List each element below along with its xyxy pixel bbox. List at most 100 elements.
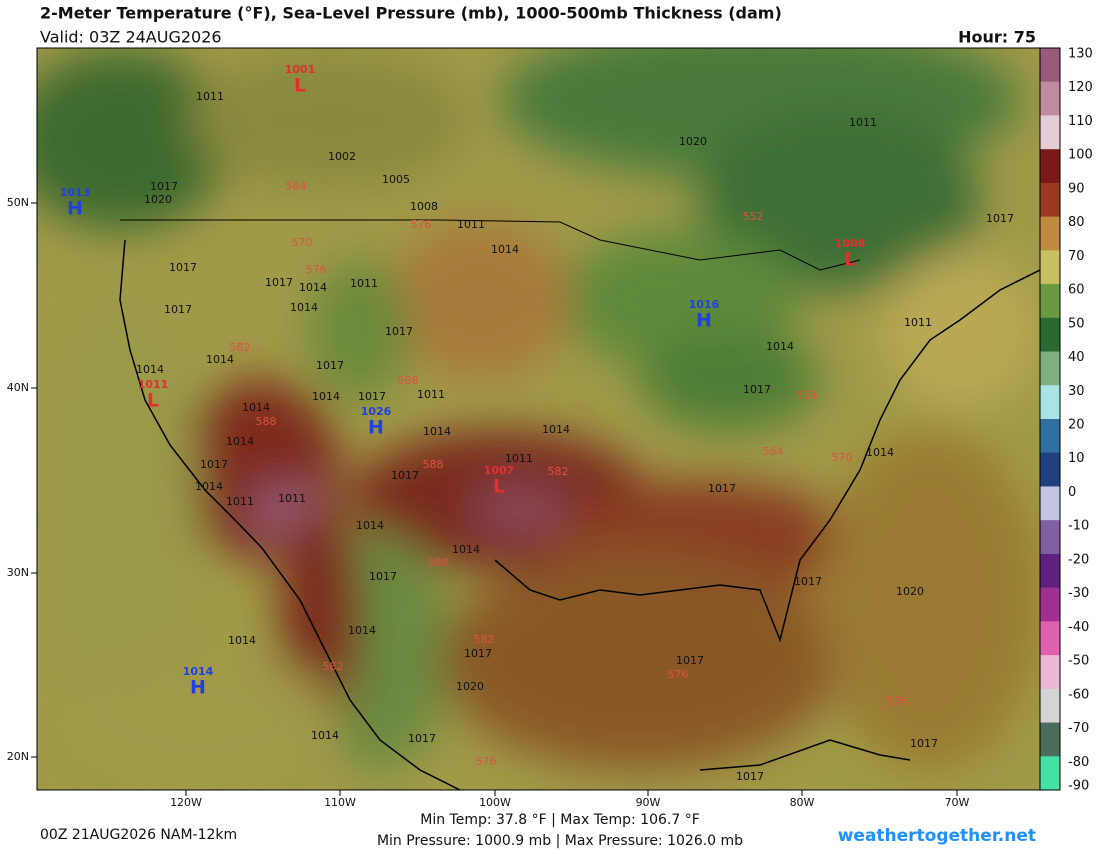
isobar-label: 1008 <box>410 200 438 213</box>
isobar-label: 1014 <box>195 480 223 493</box>
lat-label: 30N <box>7 566 29 579</box>
isobar-label: 1017 <box>708 482 736 495</box>
center-value: 1007 <box>484 464 515 477</box>
isobar-label: 1017 <box>986 212 1014 225</box>
colorbar-label: 50 <box>1068 316 1085 331</box>
colorbar-segment <box>1040 250 1060 285</box>
center-value: 1014 <box>183 665 214 678</box>
lat-label: 40N <box>7 381 29 394</box>
isobar-label: 1020 <box>679 135 707 148</box>
isobar-label: 1014 <box>452 543 480 556</box>
lat-label: 20N <box>7 750 29 763</box>
lon-label: 80W <box>790 796 815 809</box>
center-value: 1026 <box>361 405 392 418</box>
center-symbol: L <box>147 390 159 412</box>
isobar-label: 1017 <box>794 575 822 588</box>
thickness-label: 582 <box>230 341 251 354</box>
forecast-hour: Hour: 75 <box>958 28 1036 47</box>
isobar-label: 1017 <box>385 325 413 338</box>
center-value: 1013 <box>60 186 91 199</box>
colorbar-label: -70 <box>1068 721 1089 736</box>
center-symbol: L <box>844 249 856 271</box>
thickness-label: 576 <box>306 263 327 276</box>
isobar-label: 1017 <box>164 303 192 316</box>
isobar-label: 1011 <box>350 277 378 290</box>
thickness-label: 582 <box>548 465 569 478</box>
isobar-label: 1005 <box>382 173 410 186</box>
coastline <box>494 269 1040 643</box>
isobar-label: 1014 <box>206 353 234 366</box>
colorbar-label: -20 <box>1068 552 1089 567</box>
colorbar-segment <box>1040 756 1060 791</box>
isobar-label: 1014 <box>491 243 519 256</box>
map-field <box>37 48 1040 790</box>
colorbar-frame <box>1039 47 1061 791</box>
isobar-label: 1014 <box>136 363 164 376</box>
center-symbol: H <box>190 677 206 699</box>
colorbar-label: 120 <box>1068 80 1093 95</box>
colorbar-label: 30 <box>1068 384 1085 399</box>
center-symbol: H <box>67 198 83 220</box>
thickness-label: 588 <box>398 374 419 387</box>
colorbar-label: -60 <box>1068 687 1089 702</box>
colorbar-segment <box>1040 216 1060 251</box>
isobar-label: 1011 <box>904 316 932 329</box>
colorbar-segment <box>1040 149 1060 184</box>
isobar-label: 1014 <box>226 435 254 448</box>
isobar-label: 1011 <box>196 90 224 103</box>
colorbar-segment <box>1040 81 1060 116</box>
colorbar-label: 130 <box>1068 47 1093 62</box>
colorbar-segment <box>1040 722 1060 757</box>
colorbar-segment <box>1040 452 1060 487</box>
isobar-label: 1017 <box>369 570 397 583</box>
colorbar-label: 60 <box>1068 283 1085 298</box>
isobar-label: 1020 <box>456 680 484 693</box>
lon-label: 70W <box>945 796 970 809</box>
colorbar-segment <box>1040 385 1060 420</box>
colorbar-segment <box>1040 351 1060 386</box>
lon-label: 100W <box>479 796 511 809</box>
isobar-label: 1011 <box>226 495 254 508</box>
isobar-label: 1014 <box>312 390 340 403</box>
colorbar-label: -80 <box>1068 755 1089 770</box>
coastline <box>119 239 461 790</box>
isobar-label: 1014 <box>866 446 894 459</box>
valid-time: Valid: 03Z 24AUG2026 <box>40 28 222 47</box>
isobar-label: 1017 <box>743 383 771 396</box>
border <box>120 219 861 271</box>
isobar-label: 1011 <box>505 452 533 465</box>
colorbar-label: -30 <box>1068 586 1089 601</box>
isobar-label: 1017 <box>150 180 178 193</box>
thickness-label: 588 <box>423 458 444 471</box>
colorbar-label: 10 <box>1068 451 1085 466</box>
colorbar-label: 80 <box>1068 215 1085 230</box>
isobar-label: 1002 <box>328 150 356 163</box>
thickness-label: 570 <box>292 236 313 249</box>
isobar-label: 1017 <box>910 737 938 750</box>
isobar-label: 1017 <box>676 654 704 667</box>
thickness-label: 564 <box>763 445 784 458</box>
center-symbol: L <box>294 75 306 97</box>
isobar-label: 1017 <box>169 261 197 274</box>
colorbar-segment <box>1040 486 1060 521</box>
lon-label: 110W <box>324 796 356 809</box>
colorbar-label: -90 <box>1068 779 1089 794</box>
isobar-label: 1017 <box>358 390 386 403</box>
isobar-label: 1011 <box>278 492 306 505</box>
colorbar-label: -50 <box>1068 654 1089 669</box>
isobar-label: 1014 <box>542 423 570 436</box>
colorbar-segment <box>1040 520 1060 555</box>
isobar-label: 1014 <box>356 519 384 532</box>
thickness-label: 570 <box>832 451 853 464</box>
lon-label: 90W <box>636 796 661 809</box>
isobar-label: 1014 <box>228 634 256 647</box>
title: 2-Meter Temperature (°F), Sea-Level Pres… <box>40 4 782 23</box>
center-value: 1011 <box>138 378 169 391</box>
isobar-label: 1017 <box>391 469 419 482</box>
colorbar-label: 110 <box>1068 114 1093 129</box>
thickness-label: 552 <box>743 210 764 223</box>
center-symbol: H <box>368 417 384 439</box>
colorbar-segment <box>1040 317 1060 353</box>
center-value: 1008 <box>835 237 866 250</box>
